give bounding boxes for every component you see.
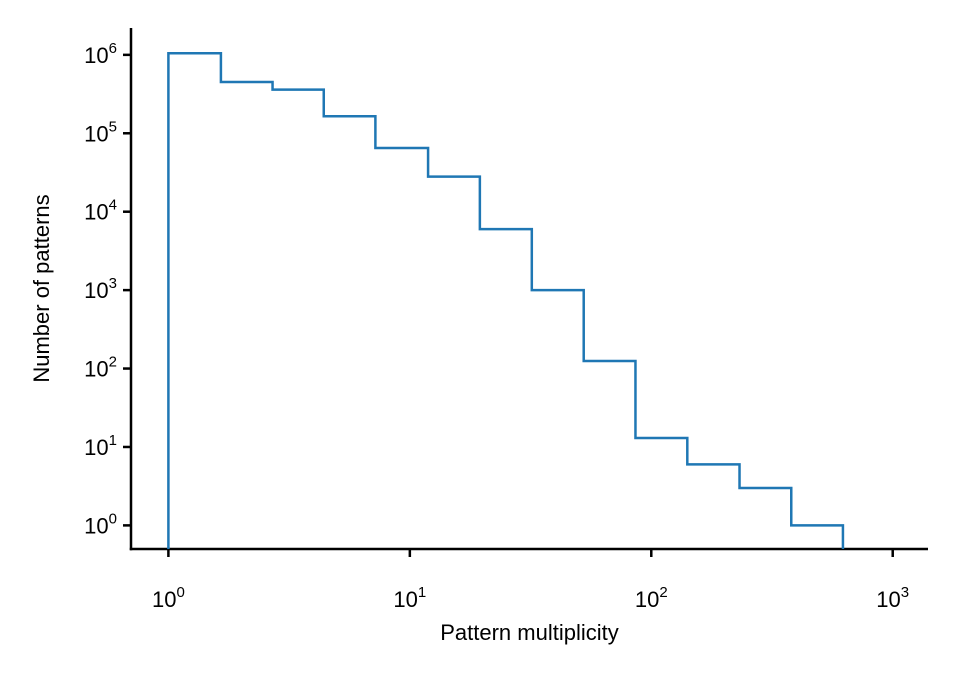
y-tick-label: 102 [84,354,117,382]
y-ticks: 100 101 102 103 104 105 106 [84,40,131,538]
x-tick-label: 101 [393,584,426,612]
x-tick-label: 103 [876,584,909,612]
x-ticks: 100 101 102 103 [152,549,909,612]
y-axis-label: Number of patterns [29,194,54,382]
x-tick-label: 102 [635,584,668,612]
y-tick-label: 104 [84,197,117,225]
x-axis-label: Pattern multiplicity [440,620,619,645]
y-tick-label: 105 [84,118,117,146]
y-tick-label: 101 [84,432,117,460]
y-tick-label: 100 [84,510,117,538]
histogram-step-line [167,51,845,549]
y-tick-label: 106 [84,40,117,68]
x-tick-label: 100 [152,584,185,612]
axes [129,28,928,551]
histogram-bins [167,51,845,549]
y-tick-label: 103 [84,275,117,303]
